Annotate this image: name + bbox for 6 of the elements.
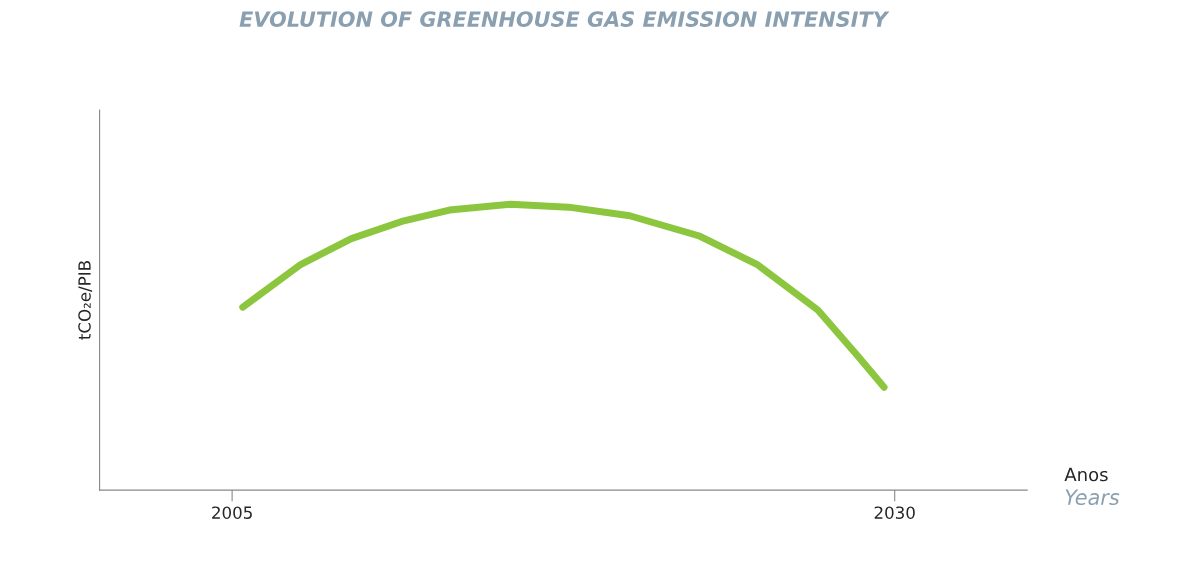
text: Years <box>1065 489 1120 506</box>
chart-title: EVOLUTION OF GREENHOUSE GAS EMISSION INTENSITY <box>239 11 890 27</box>
y-axis-title: tCO₂e/PIB <box>78 261 93 340</box>
x-axis-title: Anos <box>1064 467 1108 482</box>
x-tick-label: 2030 <box>874 506 915 519</box>
x-tick-label: 2005 <box>212 506 252 519</box>
